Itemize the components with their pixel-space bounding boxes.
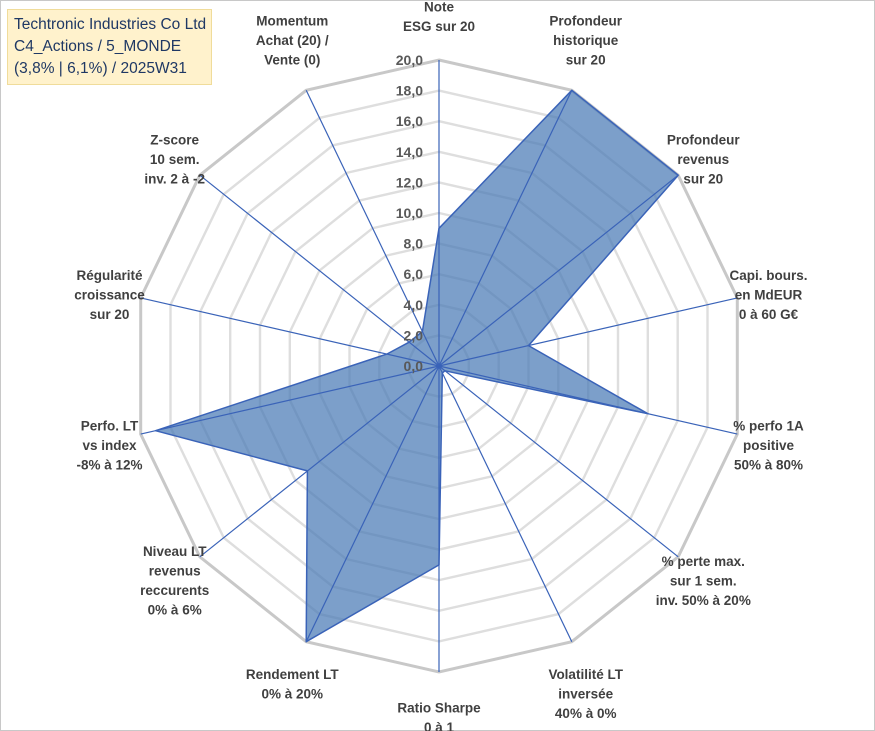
axis-label-line: revenus [149,564,201,579]
tick-label: 10,0 [396,205,423,221]
tick-label: 18,0 [396,83,423,99]
axis-label-line: Rendement LT [246,667,340,682]
axis-label-line: 10 sem. [150,152,200,167]
tick-label: 16,0 [396,113,423,129]
axis-label-line: revenus [677,152,729,167]
period-info: (3,8% | 6,1%) / 2025W31 [14,60,187,77]
axis-label-line: en MdEUR [735,288,803,303]
axis-label-line: % perte max. [662,554,745,569]
axis-label-line: inversée [558,687,613,702]
axis-label-line: % perfo 1A [733,419,804,434]
axis-label-line: Vente (0) [264,53,320,68]
axis-label-4: % perfo 1A positive 50% à 80% [733,419,804,473]
axis-label-line: 0% à 20% [262,687,324,702]
axis-label-line: inv. 50% à 20% [656,593,751,608]
tick-label: 20,0 [396,52,423,68]
axis-spoke-9 [199,365,440,558]
axis-label-2: Profondeur revenus sur 20 [667,133,740,187]
category-labels: Note ESG sur 20 Profondeur historique sur 20… [74,0,807,731]
axis-spoke-5 [438,365,679,558]
axis-label-line: Régularité [76,268,143,283]
axis-spoke-1 [438,90,573,367]
axis-label-0: Note ESG sur 20 [403,0,475,34]
axis-label-13: Momentum Achat (20) / Vente (0) [256,14,329,68]
axis-label-line: Z-score [150,133,199,148]
axis-label-line: croissance [74,288,145,303]
axis-label-line: sur 1 sem. [670,574,737,589]
axis-spoke-12 [199,174,440,367]
tick-label: 12,0 [396,174,423,190]
axis-label-line: reccurents [140,583,209,598]
axis-label-11: Régularité croissance sur 20 [74,268,145,322]
axis-label-7: Ratio Sharpe 0 à 1 [397,701,481,731]
axis-spoke-13 [305,90,440,367]
axis-label-9: Niveau LT revenus reccurents 0% à 6% [140,544,209,618]
axis-label-line: 0 à 1 [424,720,455,731]
axis-label-line: inv. 2 à -2 [144,172,205,187]
tick-label: 8,0 [404,236,424,252]
axis-label-line: historique [553,33,619,48]
axis-label-line: sur 20 [683,172,723,187]
axis-label-5: % perte max. sur 1 sem. inv. 50% à 20% [656,554,751,608]
axis-label-line: 0% à 6% [148,603,202,618]
axis-label-line: Profondeur [667,133,740,148]
axis-label-3: Capi. bours. en MdEUR 0 à 60 G€ [729,268,807,322]
axis-label-8: Rendement LT 0% à 20% [246,667,340,702]
axis-label-6: Volatilité LT inversée 40% à 0% [548,667,623,721]
axis-label-line: 50% à 80% [734,458,803,473]
axis-label-line: ESG sur 20 [403,19,475,34]
axis-label-12: Z-score 10 sem. inv. 2 à -2 [144,133,205,187]
axis-label-line: Capi. bours. [729,268,807,283]
axis-label-line: Ratio Sharpe [397,701,481,716]
tick-label: 14,0 [396,144,423,160]
axis-label-line: Volatilité LT [548,667,623,682]
axis-label-1: Profondeur historique sur 20 [549,14,622,68]
tick-labels: 0,0 2,0 4,0 6,0 8,0 10,0 12,0 14,0 16,0 18,0 20,0 [396,52,423,374]
axis-spoke-8 [305,365,440,642]
axis-label-line: 0 à 60 G€ [739,307,799,322]
axis-label-line: sur 20 [90,307,130,322]
axis-spoke-2 [438,174,679,367]
tick-label: 6,0 [404,266,424,282]
axis-label-10: Perfo. LT vs index -8% à 12% [76,419,142,473]
tick-label: 2,0 [404,327,424,343]
axis-label-line: 40% à 0% [555,706,617,721]
axis-spoke-10 [140,365,440,435]
tick-label: 4,0 [404,297,424,313]
axis-spoke-11 [140,297,440,367]
axis-label-line: Achat (20) / [256,33,329,48]
tick-label: 0,0 [404,358,424,374]
axis-label-line: positive [743,438,795,453]
axis-label-line: Note [424,0,454,15]
axis-label-line: Profondeur [549,14,622,29]
title-box: Techtronic Industries Co Ltd C4_Actions … [7,9,212,85]
axis-spoke-6 [438,365,573,642]
axis-label-line: Niveau LT [143,544,207,559]
axis-label-line: -8% à 12% [76,458,142,473]
axis-label-line: Perfo. LT [81,419,139,434]
axis-label-line: sur 20 [566,53,606,68]
axis-label-line: Momentum [256,14,328,29]
portfolio-path: C4_Actions / 5_MONDE [14,38,182,55]
axis-spoke-3 [438,297,738,367]
company-name: Techtronic Industries Co Ltd [14,16,207,33]
axis-spoke-4 [438,365,738,435]
axis-label-line: vs index [82,438,137,453]
axes [140,60,738,672]
